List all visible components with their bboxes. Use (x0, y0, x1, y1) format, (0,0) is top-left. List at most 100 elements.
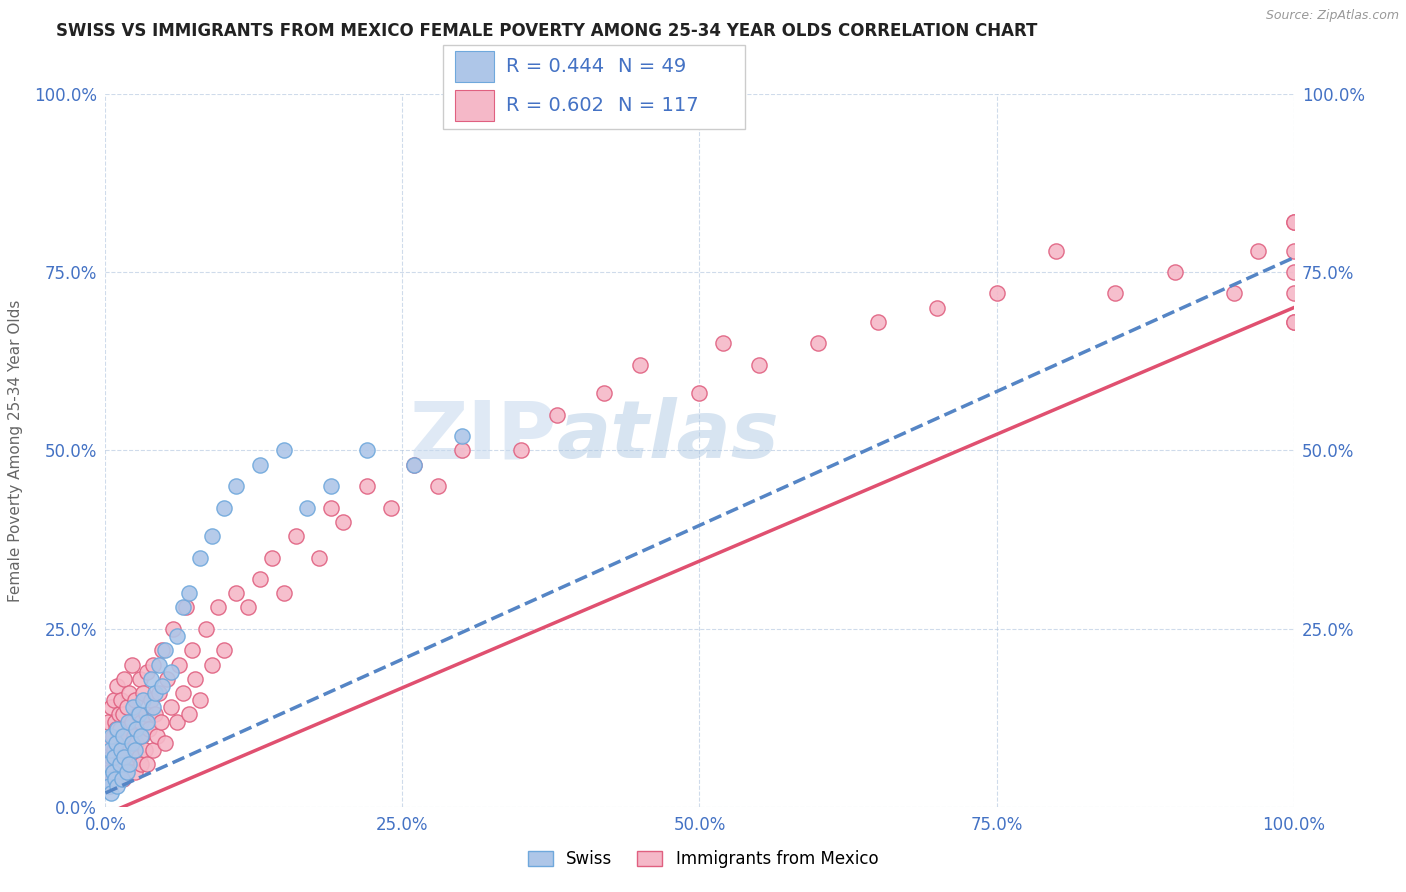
Point (124, 764, 146, 779)
FancyBboxPatch shape (443, 45, 745, 129)
Point (103, 693, 125, 707)
Point (207, 600, 229, 615)
FancyBboxPatch shape (456, 52, 495, 82)
Point (427, 479, 450, 493)
Point (107, 757, 129, 772)
Point (127, 707, 149, 722)
Point (105, 772, 128, 786)
Point (105, 750, 128, 764)
Point (183, 672, 205, 686)
Point (166, 629, 188, 643)
Point (124, 693, 146, 707)
Point (174, 600, 197, 615)
Point (190, 550, 212, 565)
Point (129, 672, 152, 686)
Point (404, 458, 426, 472)
Point (249, 572, 271, 586)
Point (1247, 244, 1270, 258)
Point (97, 714, 120, 729)
Point (129, 714, 152, 729)
Point (748, 358, 770, 372)
Point (114, 672, 136, 686)
Point (172, 686, 194, 700)
Point (153, 736, 176, 750)
Point (866, 315, 889, 329)
Point (135, 707, 157, 722)
Point (118, 757, 141, 772)
Point (104, 714, 127, 729)
Point (114, 750, 136, 764)
Point (225, 479, 247, 493)
Point (98, 743, 121, 757)
Point (145, 729, 167, 743)
Point (249, 458, 271, 472)
Point (125, 722, 148, 736)
Point (108, 757, 131, 772)
Point (332, 515, 354, 529)
Text: N = 49: N = 49 (619, 57, 686, 76)
Point (1282, 215, 1305, 229)
Point (689, 386, 711, 401)
Point (273, 586, 295, 600)
Point (166, 714, 188, 729)
Point (1164, 265, 1187, 279)
Point (321, 479, 343, 493)
Point (1282, 244, 1305, 258)
Point (510, 443, 533, 458)
Point (156, 672, 179, 686)
Text: atlas: atlas (557, 397, 780, 475)
Point (380, 500, 402, 515)
Point (236, 600, 259, 615)
Point (214, 643, 236, 657)
Point (110, 743, 132, 757)
Point (177, 707, 200, 722)
Text: R = 0.444: R = 0.444 (506, 57, 605, 76)
Point (118, 757, 141, 772)
Point (273, 443, 295, 458)
Y-axis label: Female Poverty Among 25-34 Year Olds: Female Poverty Among 25-34 Year Olds (8, 300, 22, 601)
Point (105, 736, 128, 750)
Point (121, 714, 143, 729)
Point (103, 743, 125, 757)
Point (1282, 315, 1305, 329)
Point (121, 700, 143, 714)
Point (108, 722, 131, 736)
Point (986, 286, 1008, 301)
Point (1045, 244, 1067, 258)
Point (96, 772, 118, 786)
Point (1282, 315, 1305, 329)
Point (201, 657, 224, 672)
Point (100, 729, 122, 743)
Point (110, 743, 132, 757)
Point (112, 772, 135, 786)
Point (121, 657, 143, 672)
Point (139, 672, 162, 686)
Point (104, 764, 127, 779)
Text: R = 0.602: R = 0.602 (506, 96, 605, 115)
Point (115, 700, 138, 714)
Point (121, 750, 143, 764)
Point (1282, 286, 1305, 301)
Point (139, 693, 162, 707)
Point (148, 657, 170, 672)
Point (105, 679, 128, 693)
Point (136, 665, 159, 679)
Point (114, 750, 136, 764)
Point (103, 750, 125, 764)
Point (214, 500, 236, 515)
Point (201, 529, 224, 543)
Point (129, 757, 152, 772)
Point (195, 622, 218, 636)
Point (132, 686, 155, 700)
Point (142, 700, 165, 714)
Point (96, 772, 118, 786)
Point (143, 686, 166, 700)
Point (628, 358, 651, 372)
Point (177, 586, 200, 600)
Point (97, 757, 120, 772)
Point (111, 772, 134, 786)
Point (172, 600, 194, 615)
Point (98, 779, 121, 793)
Point (117, 714, 139, 729)
Point (101, 772, 124, 786)
